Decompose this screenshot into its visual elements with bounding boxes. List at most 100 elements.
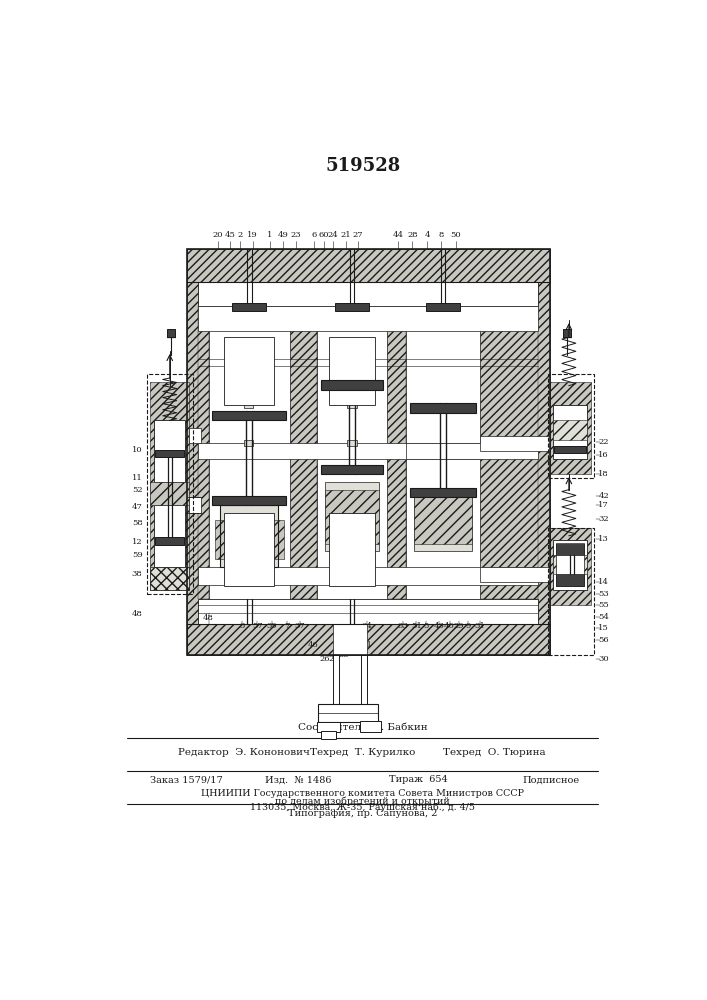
Bar: [325, 482, 379, 551]
Text: 7: 7: [284, 622, 289, 630]
Bar: [329, 337, 375, 405]
Text: Составитель  В. Бабкин: Составитель В. Бабкин: [298, 723, 428, 732]
Text: 40: 40: [444, 622, 455, 630]
Bar: [554, 405, 587, 459]
Bar: [321, 380, 383, 389]
Text: Техред  Т. Курилко: Техред Т. Курилко: [310, 748, 416, 757]
Bar: [187, 249, 549, 282]
Text: 54: 54: [598, 613, 609, 621]
Text: 29: 29: [453, 622, 464, 630]
Text: 35: 35: [339, 651, 349, 659]
Text: 48: 48: [132, 610, 143, 618]
Text: 36: 36: [351, 647, 361, 655]
Text: Тираж  654: Тираж 654: [389, 775, 448, 784]
Bar: [347, 556, 356, 562]
Text: 44: 44: [393, 231, 404, 239]
Text: 113035, Москва, Ж-35, Раушская наб., д. 4/5: 113035, Москва, Ж-35, Раушская наб., д. …: [250, 803, 475, 812]
Bar: [333, 655, 339, 705]
Bar: [426, 303, 460, 311]
Bar: [361, 655, 368, 705]
Bar: [199, 306, 209, 599]
Bar: [333, 624, 368, 655]
Bar: [209, 306, 290, 599]
Text: Техред  О. Тюрина: Техред О. Тюрина: [443, 748, 546, 757]
Text: 48: 48: [203, 614, 214, 622]
Bar: [335, 303, 369, 311]
Bar: [548, 528, 595, 655]
Bar: [347, 402, 356, 408]
Text: 27: 27: [353, 231, 363, 239]
Bar: [151, 567, 189, 590]
Text: 59: 59: [132, 551, 143, 559]
Bar: [347, 363, 356, 369]
Text: 15: 15: [598, 624, 609, 632]
Bar: [548, 374, 595, 478]
Bar: [189, 428, 201, 443]
Text: 38: 38: [132, 570, 143, 578]
Text: 34: 34: [361, 622, 372, 630]
Text: 22: 22: [598, 438, 609, 446]
Text: 12: 12: [132, 538, 143, 546]
Text: 43: 43: [433, 622, 444, 630]
Text: 57: 57: [252, 622, 263, 630]
Text: 17: 17: [598, 501, 609, 509]
Bar: [480, 567, 549, 582]
Text: 56: 56: [598, 636, 609, 644]
Text: 1: 1: [267, 231, 272, 239]
Bar: [410, 488, 476, 497]
Text: 49: 49: [277, 231, 288, 239]
Bar: [321, 731, 337, 739]
Bar: [406, 443, 538, 459]
Text: 25: 25: [329, 655, 339, 663]
Bar: [556, 543, 585, 586]
Bar: [347, 440, 356, 446]
Text: 16: 16: [598, 451, 609, 459]
Bar: [151, 482, 189, 505]
Bar: [406, 306, 480, 599]
Bar: [556, 544, 585, 555]
Text: 33: 33: [397, 622, 409, 630]
Bar: [199, 443, 480, 459]
Bar: [244, 440, 253, 446]
Text: 45: 45: [225, 231, 235, 239]
Text: 20: 20: [213, 231, 223, 239]
Text: 30: 30: [598, 655, 609, 663]
Text: 18: 18: [598, 470, 609, 478]
Text: Подписное: Подписное: [522, 775, 580, 784]
Bar: [325, 490, 379, 544]
Bar: [220, 505, 279, 567]
Text: 3: 3: [239, 622, 245, 630]
Bar: [554, 420, 587, 440]
Text: Редактор  Э. Кононович: Редактор Э. Кононович: [177, 748, 310, 757]
Bar: [154, 505, 185, 567]
Bar: [554, 540, 587, 590]
Bar: [549, 528, 590, 605]
Bar: [187, 249, 549, 655]
Bar: [556, 574, 585, 586]
Text: 58: 58: [132, 519, 143, 527]
Bar: [410, 403, 476, 413]
Bar: [549, 382, 590, 474]
Text: 28: 28: [407, 231, 418, 239]
Text: 31: 31: [474, 622, 485, 630]
Text: 41: 41: [362, 641, 373, 649]
Bar: [187, 624, 549, 655]
Bar: [199, 599, 538, 624]
Text: 60: 60: [319, 231, 329, 239]
Bar: [480, 306, 538, 599]
Bar: [317, 722, 340, 732]
Text: 6: 6: [311, 231, 317, 239]
Bar: [199, 282, 538, 306]
Bar: [189, 497, 201, 513]
Bar: [187, 249, 549, 655]
Bar: [199, 567, 538, 585]
Text: 55: 55: [598, 601, 609, 609]
Bar: [155, 450, 185, 457]
Text: Типография, пр. Сапунова, 2: Типография, пр. Сапунова, 2: [288, 808, 438, 818]
Bar: [554, 446, 586, 453]
Bar: [212, 411, 286, 420]
Bar: [154, 420, 185, 482]
Bar: [212, 496, 286, 505]
Bar: [321, 465, 383, 474]
Bar: [244, 556, 253, 562]
